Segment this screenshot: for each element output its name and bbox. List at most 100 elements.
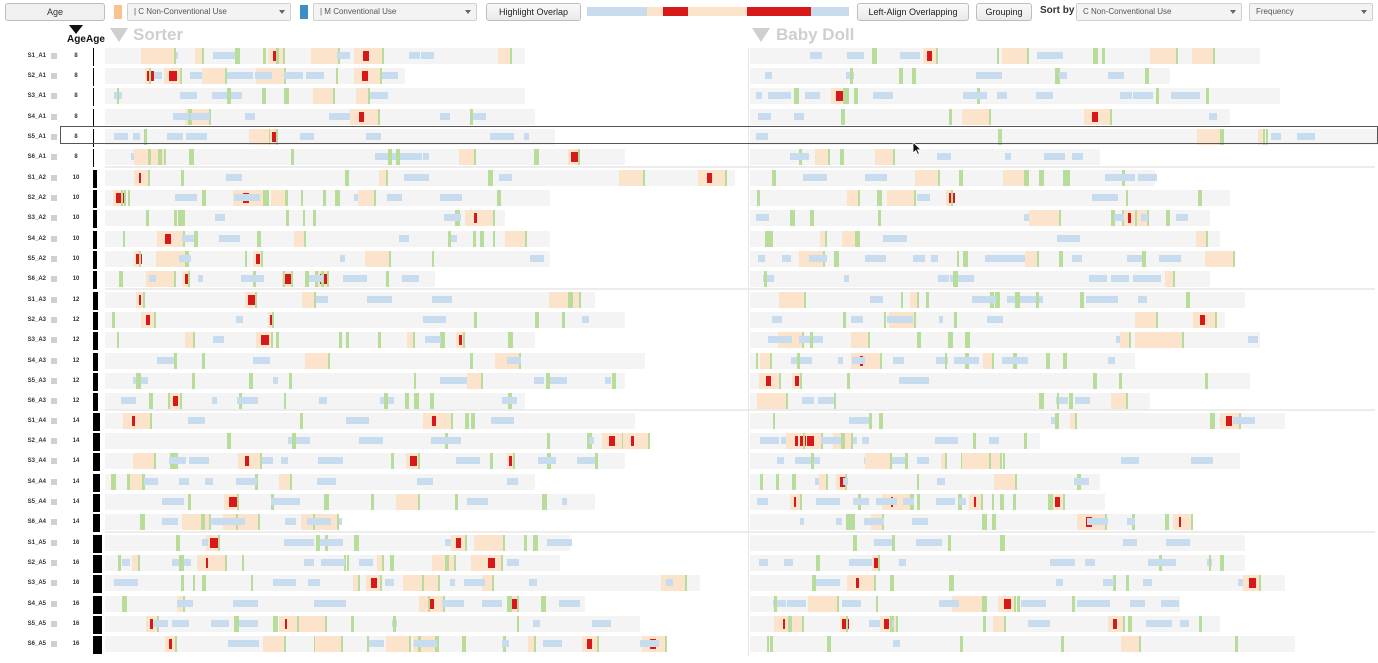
participant-label[interactable]: S4_A3 — [27, 358, 46, 364]
baby-doll-timeline-track[interactable] — [750, 129, 1378, 145]
participant-label[interactable]: S1_A4 — [27, 418, 46, 424]
row-checkbox[interactable] — [51, 114, 57, 120]
row-checkbox[interactable] — [51, 73, 57, 79]
highlight-overlap-button[interactable]: Highlight Overlap — [486, 3, 581, 21]
participant-label[interactable]: S1_A3 — [27, 297, 46, 303]
participant-label[interactable]: S6_A4 — [27, 519, 46, 525]
participant-label[interactable]: S4_A5 — [27, 601, 46, 607]
baby-doll-panel-sort-icon[interactable] — [752, 28, 770, 42]
row-checkbox[interactable] — [51, 297, 57, 303]
sort-descending-icon[interactable] — [69, 25, 83, 34]
row-checkbox[interactable] — [51, 154, 57, 160]
left-align-overlapping-button[interactable]: Left-Align Overlapping — [857, 3, 969, 21]
row-checkbox[interactable] — [51, 276, 57, 282]
grouping-button[interactable]: Grouping — [976, 3, 1032, 21]
baby-doll-timeline-track[interactable] — [750, 514, 1190, 530]
row-checkbox[interactable] — [51, 256, 57, 262]
participant-label[interactable]: S6_A1 — [27, 154, 46, 160]
sorter-timeline-track[interactable] — [105, 251, 550, 267]
baby-doll-timeline-track[interactable] — [750, 332, 1260, 348]
row-checkbox[interactable] — [51, 236, 57, 242]
sorter-timeline-track[interactable] — [105, 190, 550, 206]
sorter-timeline-track[interactable] — [105, 453, 625, 469]
age-button[interactable]: Age — [5, 3, 105, 21]
participant-label[interactable]: S3_A4 — [27, 458, 46, 464]
participant-label[interactable]: S1_A1 — [27, 53, 46, 59]
age-column-header[interactable]: Age — [67, 34, 86, 45]
participant-label[interactable]: S5_A2 — [27, 256, 46, 262]
baby-doll-timeline-track[interactable] — [750, 190, 1230, 206]
participant-label[interactable]: S3_A5 — [27, 580, 46, 586]
baby-doll-timeline-track[interactable] — [750, 210, 1210, 226]
row-checkbox[interactable] — [51, 337, 57, 343]
sorter-timeline-track[interactable] — [105, 312, 625, 328]
sorter-timeline-track[interactable] — [105, 332, 535, 348]
participant-label[interactable]: S2_A5 — [27, 560, 46, 566]
sorter-timeline-track[interactable] — [105, 413, 635, 429]
participant-label[interactable]: S2_A2 — [27, 195, 46, 201]
row-checkbox[interactable] — [51, 134, 57, 140]
participant-label[interactable]: S5_A1 — [27, 134, 46, 140]
sort-category-select[interactable]: C Non-Conventional Use — [1076, 3, 1242, 21]
participant-label[interactable]: S6_A2 — [27, 276, 46, 282]
participant-label[interactable]: S2_A1 — [27, 73, 46, 79]
participant-label[interactable]: S4_A2 — [27, 236, 46, 242]
participant-label[interactable]: S4_A4 — [27, 479, 46, 485]
row-checkbox[interactable] — [51, 560, 57, 566]
participant-label[interactable]: S1_A2 — [27, 175, 46, 181]
row-checkbox[interactable] — [51, 378, 57, 384]
participant-label[interactable]: S3_A2 — [27, 215, 46, 221]
row-checkbox[interactable] — [51, 601, 57, 607]
row-checkbox[interactable] — [51, 175, 57, 181]
row-checkbox[interactable] — [51, 458, 57, 464]
row-checkbox[interactable] — [51, 540, 57, 546]
row-checkbox[interactable] — [51, 580, 57, 586]
participant-label[interactable]: S1_A5 — [27, 540, 46, 546]
baby-doll-timeline-track[interactable] — [750, 170, 1155, 186]
participant-label[interactable]: S6_A5 — [27, 641, 46, 647]
participant-label[interactable]: S4_A1 — [27, 114, 46, 120]
sort-order-select[interactable]: Frequency — [1249, 3, 1373, 21]
participant-label[interactable]: S2_A4 — [27, 438, 46, 444]
baby-doll-timeline-track[interactable] — [750, 474, 1100, 490]
sorter-timeline-track[interactable] — [105, 393, 525, 409]
baby-doll-timeline-track[interactable] — [750, 535, 1245, 551]
row-checkbox[interactable] — [51, 621, 57, 627]
row-checkbox[interactable] — [51, 398, 57, 404]
row-checkbox[interactable] — [51, 641, 57, 647]
row-checkbox[interactable] — [51, 195, 57, 201]
sorter-timeline-track[interactable] — [105, 292, 595, 308]
participant-label[interactable]: S3_A3 — [27, 337, 46, 343]
sorter-timeline-track[interactable] — [105, 129, 555, 145]
participant-label[interactable]: S5_A5 — [27, 621, 46, 627]
row-checkbox[interactable] — [51, 479, 57, 485]
baby-doll-timeline-track[interactable] — [750, 413, 1285, 429]
conventional-select[interactable]: | M Conventional Use — [313, 3, 477, 21]
sorter-timeline-track[interactable] — [105, 575, 700, 591]
baby-doll-timeline-track[interactable] — [750, 231, 1220, 247]
sorter-panel-sort-icon[interactable] — [110, 28, 128, 42]
row-checkbox[interactable] — [51, 519, 57, 525]
row-checkbox[interactable] — [51, 215, 57, 221]
baby-doll-timeline-track[interactable] — [750, 636, 1295, 652]
row-checkbox[interactable] — [51, 499, 57, 505]
row-checkbox[interactable] — [51, 53, 57, 59]
baby-doll-timeline-track[interactable] — [750, 149, 1100, 165]
baby-doll-timeline-track[interactable] — [750, 373, 1250, 389]
participant-label[interactable]: S2_A3 — [27, 317, 46, 323]
age-column-header-secondary[interactable]: Age — [86, 34, 105, 45]
sorter-timeline-track[interactable] — [105, 109, 535, 125]
sorter-timeline-track[interactable] — [105, 353, 645, 369]
participant-label[interactable]: S3_A1 — [27, 93, 46, 99]
participant-label[interactable]: S5_A3 — [27, 378, 46, 384]
sorter-timeline-track[interactable] — [105, 373, 625, 389]
baby-doll-timeline-track[interactable] — [750, 393, 1150, 409]
non-conventional-select[interactable]: | C Non-Conventional Use — [127, 3, 291, 21]
row-checkbox[interactable] — [51, 358, 57, 364]
baby-doll-timeline-track[interactable] — [750, 68, 1170, 84]
sorter-timeline-track[interactable] — [105, 149, 625, 165]
row-checkbox[interactable] — [51, 438, 57, 444]
baby-doll-timeline-track[interactable] — [750, 88, 1280, 104]
sorter-timeline-track[interactable] — [105, 231, 550, 247]
participant-label[interactable]: S6_A3 — [27, 398, 46, 404]
